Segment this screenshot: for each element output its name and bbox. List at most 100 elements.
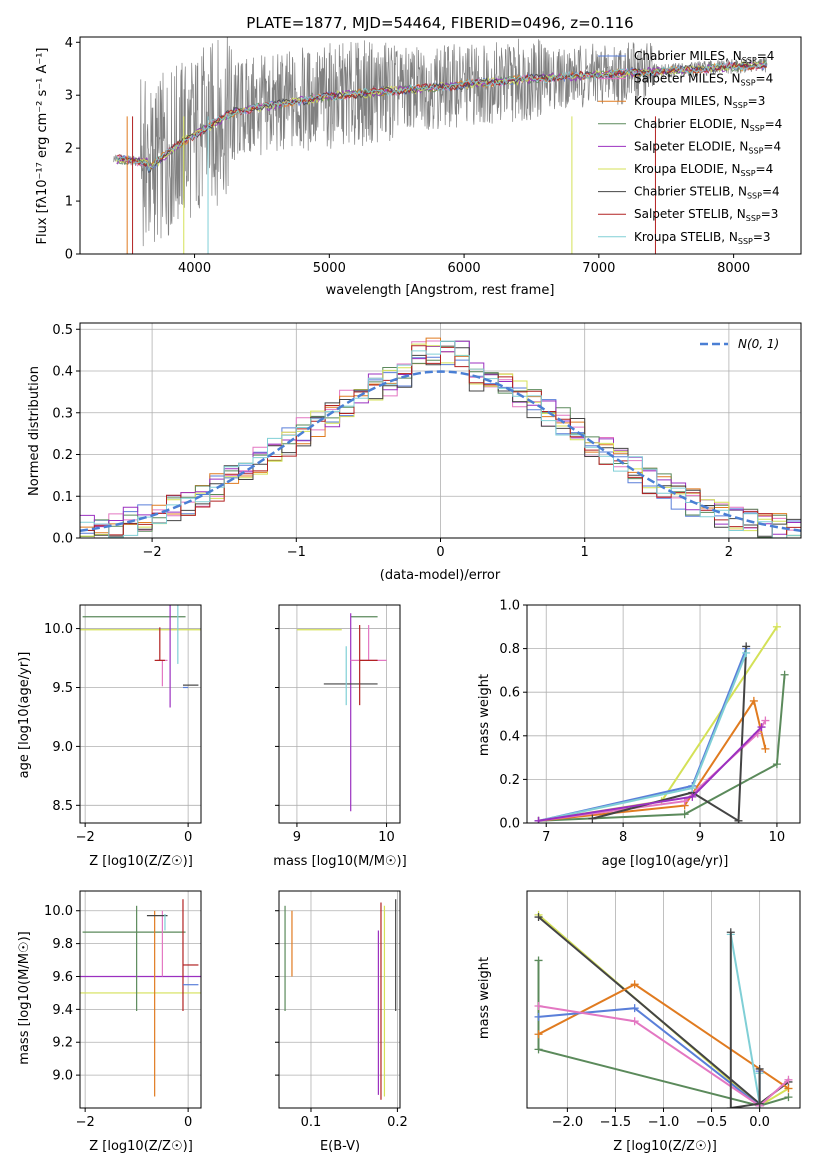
histogram-kroupa_stelib <box>80 340 801 538</box>
x-tick-label: 1 <box>581 545 589 560</box>
mass-z-xlabel: Z [log10(Z/Z☉)] <box>89 1139 193 1154</box>
weight-marker-chabrier_elodie <box>780 670 789 679</box>
legend-subscript: SSP <box>741 169 756 178</box>
weight-marker-kroupa_miles <box>761 744 770 753</box>
axes-frame <box>79 890 202 1109</box>
weight-marker-chabrier_stelib <box>588 814 597 823</box>
legend-entry: Kroupa MILES, NSSP=3 <box>634 94 765 110</box>
legend-entry: Kroupa ELODIE, NSSP=4 <box>634 162 773 178</box>
x-tick-label: −1.5 <box>600 1115 632 1130</box>
y-tick-label: 0.1 <box>52 490 73 505</box>
plot-area <box>80 337 801 538</box>
weight-marker-salpeter_elodie <box>757 723 766 732</box>
model-kroupa_stelib <box>115 61 767 172</box>
spectrum-panel: 4000 5000 6000 7000 8000 0 1 2 3 4 Chabrier MILES,… <box>65 36 802 276</box>
weight-marker-chabrier_stelib <box>734 816 743 823</box>
histogram-xlabel: (data-model)/error <box>380 568 501 583</box>
y-tick-label: 0.6 <box>499 686 520 701</box>
x-tick-label: −0.5 <box>696 1115 728 1130</box>
y-tick-label: 8.5 <box>52 799 73 814</box>
y-tick-label: 10.0 <box>44 622 73 637</box>
weight-marker-kroupa_miles <box>534 1030 543 1039</box>
weight-marker-kroupa_elodie <box>772 622 781 631</box>
y-tick-label: 9.2 <box>52 1036 73 1051</box>
weight-marker-chabrier_elodie <box>534 1045 543 1054</box>
histogram-ylabel: Normed distribution <box>27 366 42 496</box>
weight-vs-metallicity-panel: −2.0 −1.5 −1.0 −0.5 0.0 <box>526 890 801 1130</box>
weight-marker-kroupa_miles <box>784 1084 793 1093</box>
spectrum-ylabel: Flux [fλ10⁻¹⁷ erg cm⁻² s⁻¹ A⁻¹] <box>35 48 50 245</box>
x-tick-label: 9 <box>293 830 301 845</box>
age-mass-xlabel: mass [log10(M/M☉)] <box>273 854 406 869</box>
legend-entry: Salpeter STELIB, NSSP=3 <box>634 207 778 223</box>
x-tick-label: 9 <box>696 830 704 845</box>
spectrum-legend: Chabrier MILES, NSSP=4 Salpeter MILES, NS… <box>598 49 782 246</box>
y-tick-label: 0 <box>65 248 73 263</box>
x-tick-label: 0.2 <box>387 1115 408 1130</box>
y-tick-label: 0.3 <box>52 406 73 421</box>
x-tick-label: 4000 <box>178 261 211 276</box>
spectrum-title: PLATE=1877, MJD=54464, FIBERID=0496, z=0… <box>246 14 633 32</box>
x-tick-label: −2.0 <box>552 1115 584 1130</box>
weight-age-xlabel: age [log10(age/yr)] <box>602 854 729 869</box>
y-tick-label: 0.0 <box>52 532 73 547</box>
plot-area <box>284 899 397 1100</box>
weight-age-ylabel: mass weight <box>477 674 492 756</box>
x-tick-label: −1.0 <box>648 1115 680 1130</box>
weight-marker-kroupa_miles <box>749 696 758 705</box>
weight-line-salpeter_miles <box>538 1005 790 1108</box>
weight-line-chabrier_elodie <box>538 674 786 822</box>
legend-value: =3 <box>748 94 766 108</box>
mass-vs-ebv-panel: 0.1 0.2 <box>275 890 408 1130</box>
weight-marker-chabrier_elodie <box>772 760 781 769</box>
legend-subscript: SSP <box>748 146 763 155</box>
x-tick-label: 6000 <box>448 261 481 276</box>
legend-entry: Salpeter MILES, NSSP=4 <box>634 72 773 88</box>
weight-marker-salpeter_miles <box>761 716 770 725</box>
plot-area <box>80 899 201 1097</box>
weight-marker-kroupa_miles <box>630 980 639 989</box>
weight-marker-chabrier_stelib <box>755 1099 764 1108</box>
x-tick-label: −2 <box>143 545 162 560</box>
axes-frame <box>79 36 802 255</box>
y-tick-label: 3 <box>65 89 73 104</box>
legend-subscript: SSP <box>741 79 756 88</box>
weight-marker-chabrier_elodie <box>534 956 543 965</box>
legend-subscript: SSP <box>747 192 762 201</box>
x-tick-label: 0.1 <box>301 1115 322 1130</box>
y-tick-label: 1 <box>65 195 73 210</box>
y-tick-label: 0.5 <box>52 323 73 338</box>
spectrum-xlabel: wavelength [Angstrom, rest frame] <box>326 283 555 298</box>
axes-frame <box>79 604 202 824</box>
gaussian-curve <box>80 370 801 532</box>
y-tick-label: 0.2 <box>52 448 73 463</box>
y-tick-label: 2 <box>65 142 73 157</box>
axes-frame <box>526 604 801 824</box>
legend-value: =3 <box>753 230 771 244</box>
x-tick-label: −1 <box>287 545 306 560</box>
x-tick-label: 10 <box>769 830 786 845</box>
age-z-xlabel: Z [log10(Z/Z☉)] <box>89 854 193 869</box>
weight-marker-salpeter_elodie <box>688 792 697 801</box>
legend-value: =4 <box>756 162 774 176</box>
legend-subscript: SSP <box>738 237 753 246</box>
weight-z-ylabel: mass weight <box>477 957 492 1039</box>
weight-marker-salpeter_miles <box>630 1017 639 1026</box>
x-tick-label: 0 <box>184 830 192 845</box>
histogram-salpeter_stelib <box>80 345 801 538</box>
weight-marker-chabrier_stelib <box>726 1104 735 1108</box>
y-tick-label: 0.4 <box>499 729 520 744</box>
weight-marker-chabrier_miles <box>534 1012 543 1021</box>
x-tick-label: 10 <box>378 830 395 845</box>
legend-value: =4 <box>763 139 781 153</box>
y-tick-label: 9.6 <box>52 970 73 985</box>
y-tick-label: 9.0 <box>52 740 73 755</box>
legend-value: =4 <box>757 49 775 63</box>
x-tick-label: 0.0 <box>749 1115 770 1130</box>
y-tick-label: 0.8 <box>499 642 520 657</box>
y-tick-label: 9.4 <box>52 1003 73 1018</box>
weight-marker-chabrier_stelib <box>534 913 543 922</box>
weight-marker-chabrier_elodie <box>680 810 689 819</box>
age-vs-metallicity-panel: −2 0 8.5 9.0 9.5 10.0 <box>44 604 202 845</box>
plot-area <box>534 910 793 1108</box>
